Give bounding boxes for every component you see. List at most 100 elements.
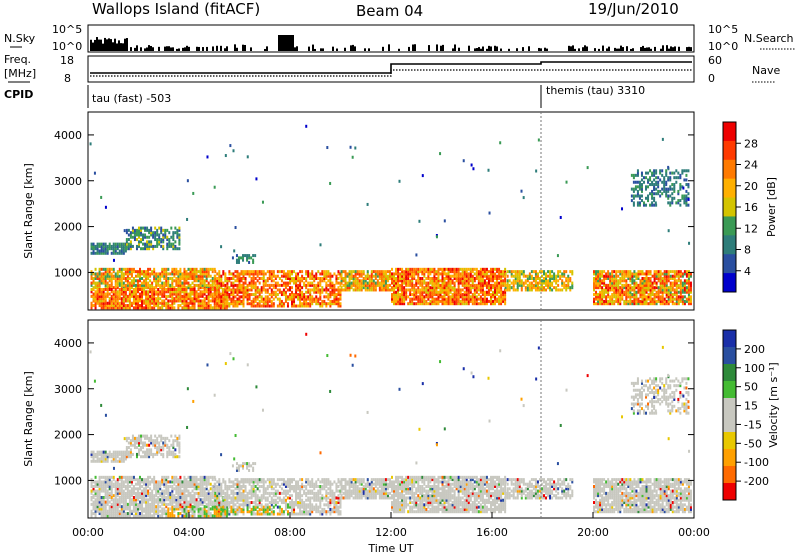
velocity-cell (110, 498, 113, 502)
power-cell (489, 267, 492, 271)
power-cell (195, 299, 198, 303)
power-cell (453, 272, 456, 276)
power-cell (619, 290, 622, 294)
power-cell (112, 251, 115, 255)
power-cell (192, 191, 195, 195)
power-cell (384, 288, 387, 292)
power-cell (155, 299, 158, 303)
power-cell (132, 306, 135, 310)
power-cell (665, 283, 668, 287)
power-cell (435, 299, 438, 303)
power-cell (268, 274, 271, 278)
velocity-cell (116, 480, 119, 484)
velocity-cell (146, 434, 149, 438)
power-cell (479, 283, 482, 287)
power-cell (675, 272, 678, 276)
power-cell (669, 297, 672, 301)
power-cell (106, 290, 109, 294)
power-cell (92, 242, 95, 246)
power-cell (148, 231, 151, 235)
power-cell (453, 295, 456, 299)
power-cell (673, 189, 676, 193)
power-cell (116, 242, 119, 246)
power-cell (421, 286, 424, 290)
power-cell (133, 233, 136, 237)
power-cell (250, 302, 253, 306)
velocity-cell (207, 491, 210, 495)
power-cell (679, 299, 682, 303)
power-cell (362, 272, 365, 276)
velocity-cell (142, 443, 145, 447)
power-cell (124, 279, 127, 283)
power-cell (135, 231, 138, 235)
power-cell (431, 288, 434, 292)
power-cell (130, 290, 133, 294)
power-cell (142, 233, 145, 237)
power-cell (242, 258, 245, 262)
velocity-cell (177, 494, 180, 498)
power-cell (295, 283, 298, 287)
power-cell (224, 293, 227, 297)
velocity-cell (144, 436, 147, 440)
power-cell (395, 267, 398, 271)
power-cell (627, 270, 630, 274)
power-cell (171, 297, 174, 301)
velocity-cell (179, 491, 182, 495)
power-cell (185, 294, 188, 298)
nsky-bar (508, 48, 510, 51)
power-cell (225, 297, 228, 301)
power-cell (159, 297, 162, 301)
power-cell (689, 274, 692, 278)
power-cell (106, 294, 109, 298)
power-cell (599, 295, 602, 299)
power-cell (516, 288, 519, 292)
power-cell (112, 304, 115, 308)
power-cell (149, 301, 152, 305)
power-cell (599, 277, 602, 280)
power-cell (266, 288, 269, 292)
power-cell (291, 286, 294, 290)
power-cell (451, 297, 454, 301)
power-cell (100, 274, 103, 278)
velocity-cell (114, 452, 117, 456)
power-cell (214, 297, 217, 301)
power-cell (655, 290, 658, 294)
power-cell (155, 292, 158, 296)
power-cell (675, 281, 678, 285)
power-cell (516, 277, 519, 280)
velocity-cell (161, 475, 164, 479)
power-cell (380, 288, 383, 292)
power-cell (166, 238, 169, 242)
power-cell (465, 302, 468, 306)
power-cell (663, 189, 666, 193)
power-cell (397, 286, 400, 290)
power-cell (256, 297, 259, 301)
power-cell (671, 286, 674, 290)
nsky-bar (280, 35, 282, 51)
power-cell (641, 295, 644, 299)
power-cell (502, 295, 505, 299)
power-cell (319, 302, 322, 306)
power-cell (207, 288, 210, 291)
velocity-cell (90, 496, 93, 499)
power-cell (463, 281, 466, 285)
power-cell (179, 290, 182, 294)
power-cell (132, 294, 135, 298)
power-cell (240, 283, 243, 287)
power-cell (514, 272, 517, 276)
velocity-cell (131, 436, 134, 440)
power-cell (423, 297, 426, 301)
power-cell (270, 283, 273, 287)
power-cell (500, 283, 503, 287)
power-cell (489, 302, 492, 306)
power-cell (433, 283, 436, 287)
power-cell (421, 297, 424, 301)
power-cell (447, 290, 450, 294)
power-cell (114, 279, 117, 283)
power-cell (118, 267, 121, 271)
power-cell (665, 180, 668, 184)
power-cell (218, 272, 221, 276)
velocity-cell (187, 480, 190, 484)
power-cell (344, 281, 347, 285)
power-cell (397, 277, 400, 280)
